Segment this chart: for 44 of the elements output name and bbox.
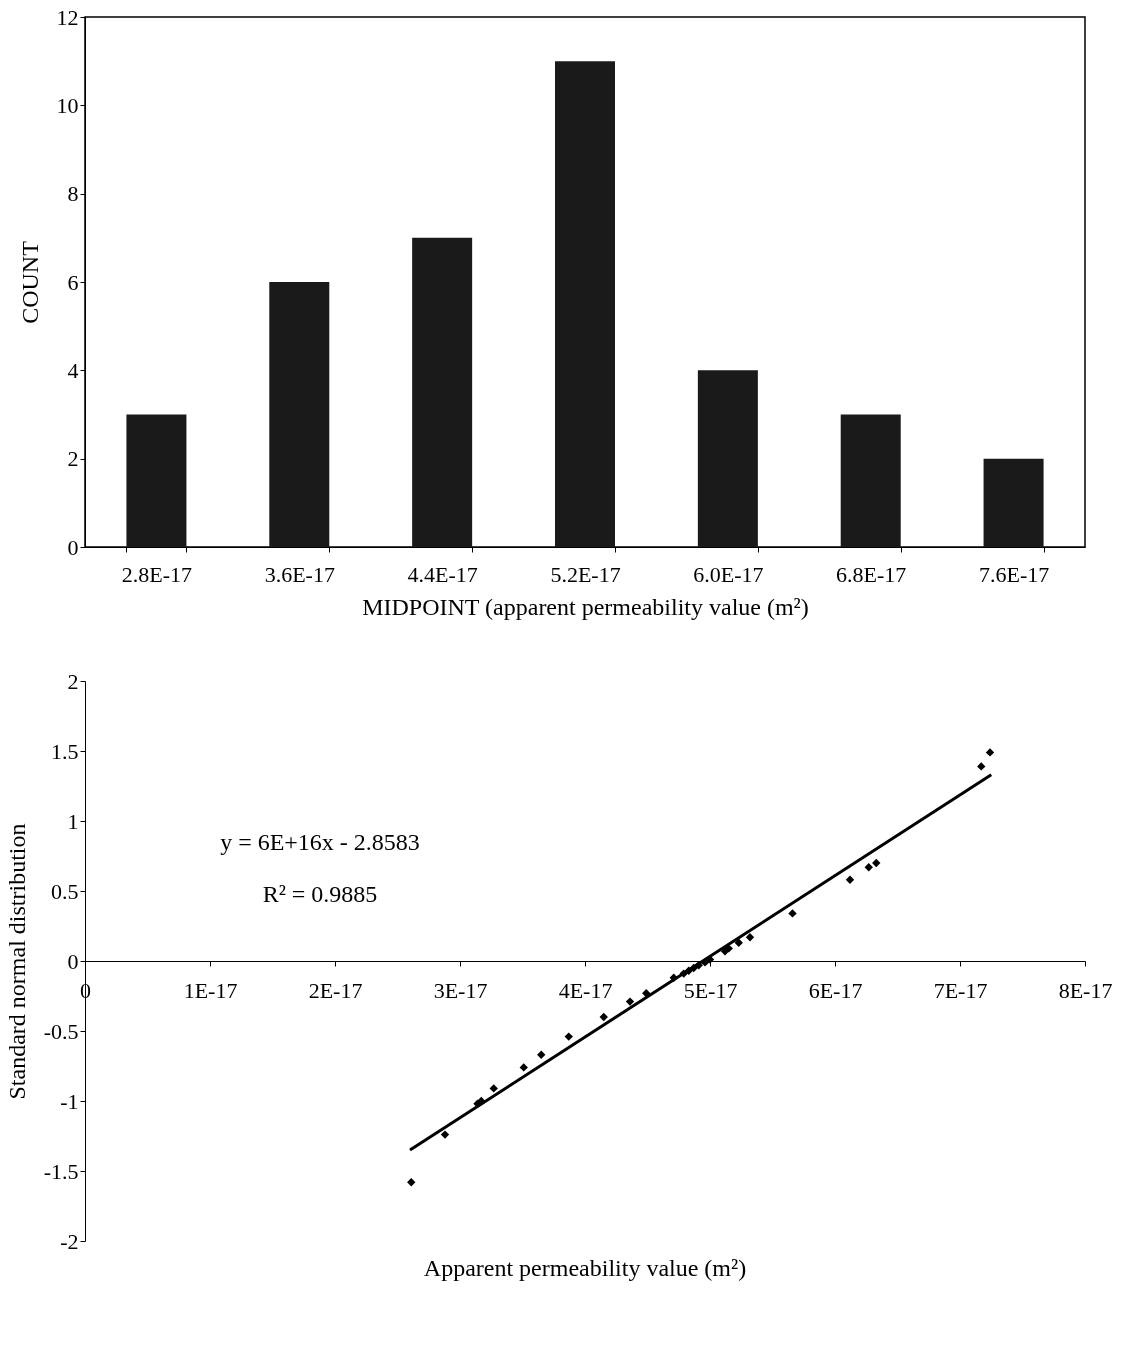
x-tick-label: 4E-17 xyxy=(558,977,613,1003)
x-tick-label: 8E-17 xyxy=(1058,977,1113,1003)
x-tick-label: 2.8E-17 xyxy=(121,561,193,587)
y-tick-label: 4 xyxy=(67,357,79,383)
y-tick-label: 2 xyxy=(67,668,79,694)
x-tick-label: 3.6E-17 xyxy=(264,561,335,587)
y-tick-label: -2 xyxy=(60,1228,79,1254)
x-axis-title: MIDPOINT (apparent permeability value (m²) xyxy=(362,593,809,620)
bar xyxy=(126,414,187,547)
x-tick-label: 5E-17 xyxy=(683,977,738,1003)
y-tick-label: 10 xyxy=(56,92,79,118)
y-tick-label: -1.5 xyxy=(43,1158,79,1184)
x-tick-label: 6.8E-17 xyxy=(836,561,907,587)
x-tick-label: 5.2E-17 xyxy=(550,561,621,587)
x-tick-label: 4.4E-17 xyxy=(407,561,478,587)
y-tick-label: 0.5 xyxy=(51,878,79,904)
y-tick-label: 12 xyxy=(56,4,79,30)
y-tick-label: 2 xyxy=(67,446,79,472)
y-axis-title: Standard normal distribution xyxy=(3,823,30,1100)
x-tick-label: 6E-17 xyxy=(808,977,863,1003)
y-tick-label: 1.5 xyxy=(51,738,79,764)
y-tick-label: 0 xyxy=(67,948,79,974)
x-tick-label: 6.0E-17 xyxy=(693,561,764,587)
bar xyxy=(840,414,901,547)
annotation: y = 6E+16x - 2.8583 xyxy=(220,829,420,856)
x-tick-label: 3E-17 xyxy=(433,977,488,1003)
y-tick-label: 8 xyxy=(67,181,79,207)
y-tick-label: -1 xyxy=(60,1088,79,1114)
y-tick-label: 1 xyxy=(67,808,79,834)
x-tick-label: 7E-17 xyxy=(933,977,988,1003)
bar xyxy=(555,61,615,547)
x-axis-title: Apparent permeability value (m²) xyxy=(423,1255,747,1281)
y-tick-label: 6 xyxy=(67,269,79,295)
y-tick-label: -0.5 xyxy=(43,1018,79,1044)
y-tick-label: 0 xyxy=(67,534,79,560)
bar xyxy=(412,237,473,547)
x-tick-label: 1E-17 xyxy=(183,977,238,1003)
y-axis-title: COUNT xyxy=(16,240,43,324)
bar xyxy=(983,458,1044,547)
annotation: R² = 0.9885 xyxy=(262,881,378,908)
x-tick-label: 2E-17 xyxy=(308,977,363,1003)
bar xyxy=(697,370,758,547)
x-tick-label: 7.6E-17 xyxy=(978,561,1050,587)
bar xyxy=(269,282,330,547)
